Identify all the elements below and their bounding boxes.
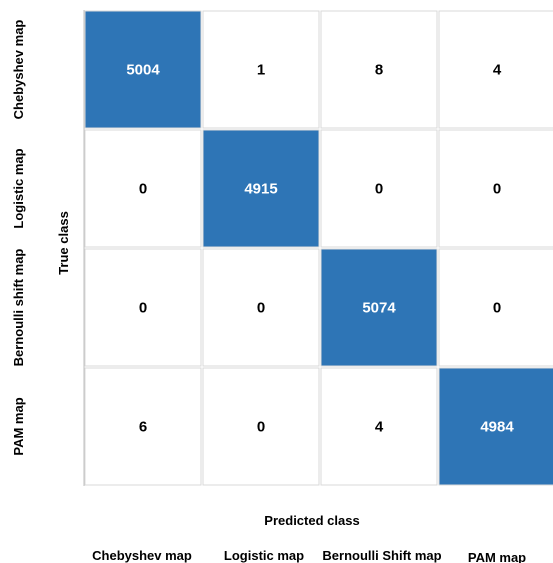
matrix-cell-r3-c3 — [438, 367, 553, 486]
matrix-cells: 5004 1 8 4 0 4915 0 0 0 0 5074 0 6 0 4 4984 — [84, 10, 553, 486]
matrix-value-r3-c2: 4 — [375, 419, 384, 436]
x-axis-title: Predicted class — [264, 513, 359, 528]
column-label-0: Chebyshev map — [92, 548, 192, 563]
row-label-3: PAM map — [11, 397, 26, 455]
matrix-value-r2-c0: 0 — [139, 300, 147, 317]
matrix-cell-r3-c2 — [320, 367, 438, 486]
column-label-1: Logistic map — [224, 548, 304, 563]
matrix-cell-r3-c1 — [202, 367, 320, 486]
matrix-cell-r1-c2 — [320, 129, 438, 248]
row-label-0: Chebyshev map — [11, 20, 26, 120]
matrix-value-r0-c2: 8 — [375, 62, 383, 79]
matrix-cell-r0-c3 — [438, 10, 553, 129]
matrix-value-r2-c2: 5074 — [362, 300, 396, 317]
matrix-value-r2-c1: 0 — [257, 300, 265, 317]
matrix-cell-r2-c3 — [438, 248, 553, 367]
matrix-cell-r2-c1 — [202, 248, 320, 367]
matrix-cell-r0-c2 — [320, 10, 438, 129]
matrix-value-r3-c0: 6 — [139, 419, 147, 436]
row-label-2: Bernoulli shift map — [11, 249, 26, 367]
matrix-value-r0-c3: 4 — [493, 62, 502, 79]
column-label-3: PAM map — [468, 550, 526, 563]
matrix-value-r1-c1: 4915 — [244, 181, 277, 198]
matrix-cell-r3-c0 — [84, 367, 202, 486]
matrix-cell-r2-c0 — [84, 248, 202, 367]
matrix-value-r3-c1: 0 — [257, 419, 265, 436]
column-label-2: Bernoulli Shift map — [322, 548, 441, 563]
matrix-cell-r2-c2 — [320, 248, 438, 367]
matrix-value-r1-c2: 0 — [375, 181, 383, 198]
row-label-1: Logistic map — [11, 148, 26, 228]
y-axis-title: True class — [56, 211, 71, 275]
matrix-value-r0-c0: 5004 — [126, 62, 160, 79]
matrix-value-r1-c3: 0 — [493, 181, 501, 198]
matrix-cell-r1-c0 — [84, 129, 202, 248]
matrix-cell-r1-c3 — [438, 129, 553, 248]
matrix-value-r3-c3: 4984 — [480, 419, 514, 436]
matrix-cell-r1-c1 — [202, 129, 320, 248]
matrix-value-r1-c0: 0 — [139, 181, 147, 198]
matrix-cell-r0-c1 — [202, 10, 320, 129]
matrix-cell-r0-c0 — [84, 10, 202, 129]
column-labels: Chebyshev map Logistic map Bernoulli Shift… — [92, 548, 526, 563]
matrix-value-r0-c1: 1 — [257, 62, 265, 79]
matrix-value-r2-c3: 0 — [493, 300, 501, 317]
row-labels: Chebyshev map Logistic map Bernoulli shift… — [11, 20, 26, 456]
